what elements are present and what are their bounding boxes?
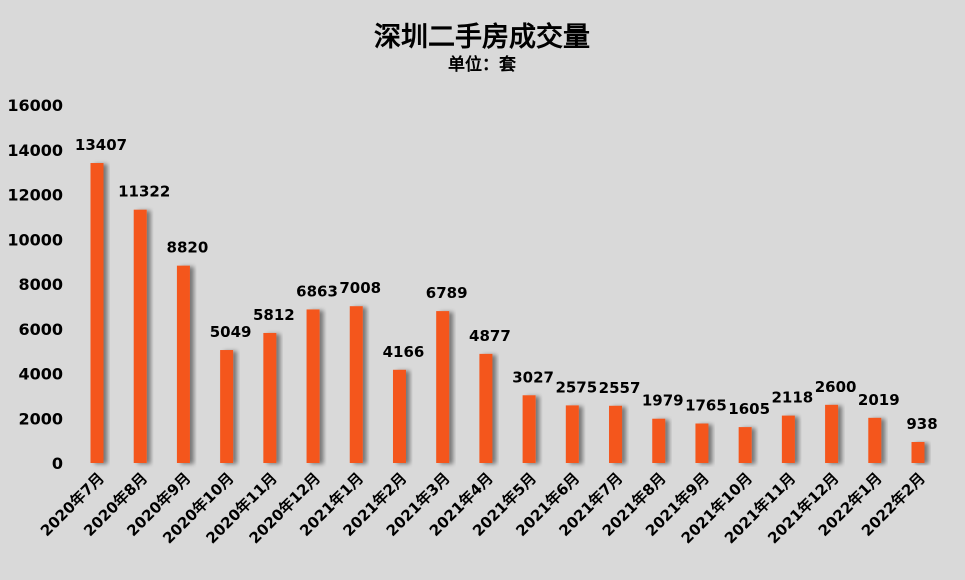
data-label: 7008 [339,279,381,297]
y-tick-label: 0 [52,454,63,473]
data-label: 2557 [599,379,641,397]
bar [825,404,839,463]
bar [781,415,795,463]
y-tick-label: 8000 [18,275,63,294]
bar [609,405,623,463]
y-tick-label: 10000 [7,230,63,249]
chart-subtitle: 单位：套 [448,54,517,75]
y-tick-label: 2000 [18,409,63,428]
y-axis: 0 2000 4000 6000 8000 10000 12000 14000 16000 [7,96,63,473]
bar [652,418,666,463]
data-label: 3027 [512,368,554,386]
data-label: 938 [906,415,937,433]
data-label: 5812 [253,306,295,324]
x-axis: 2020年7月2020年8月2020年9月2020年10月2020年11月202… [37,469,929,547]
bars [90,163,925,463]
data-label: 13407 [75,136,127,154]
data-label: 11322 [118,183,170,201]
data-label: 6789 [426,284,468,302]
bar [306,309,320,463]
bar [176,265,190,463]
data-label: 6863 [296,282,338,300]
bar [220,350,234,463]
data-label: 4877 [469,327,511,345]
data-label: 2019 [858,391,900,409]
data-label: 1979 [642,392,684,410]
bar [133,209,147,463]
data-label: 2600 [815,378,857,396]
bar [565,405,579,463]
bar [392,369,406,463]
data-label: 1765 [685,397,727,415]
bar [522,395,536,463]
y-tick-label: 14000 [7,141,63,160]
bar [436,311,450,463]
data-label: 2118 [771,389,813,407]
data-label: 1605 [728,400,770,418]
bar [349,306,363,463]
y-tick-label: 12000 [7,186,63,205]
y-tick-label: 4000 [18,365,63,384]
chart-title: 深圳二手房成交量 [374,21,590,53]
bar [911,442,925,463]
data-label: 4166 [383,343,425,361]
bar [90,163,104,463]
bar [695,423,709,463]
y-tick-label: 16000 [7,96,63,115]
data-label: 2575 [555,378,597,396]
bar [263,332,277,463]
y-tick-label: 6000 [18,320,63,339]
bar [868,417,882,463]
data-label: 5049 [210,323,252,341]
bar [738,427,752,463]
bar [479,353,493,463]
data-label: 8820 [167,239,209,257]
